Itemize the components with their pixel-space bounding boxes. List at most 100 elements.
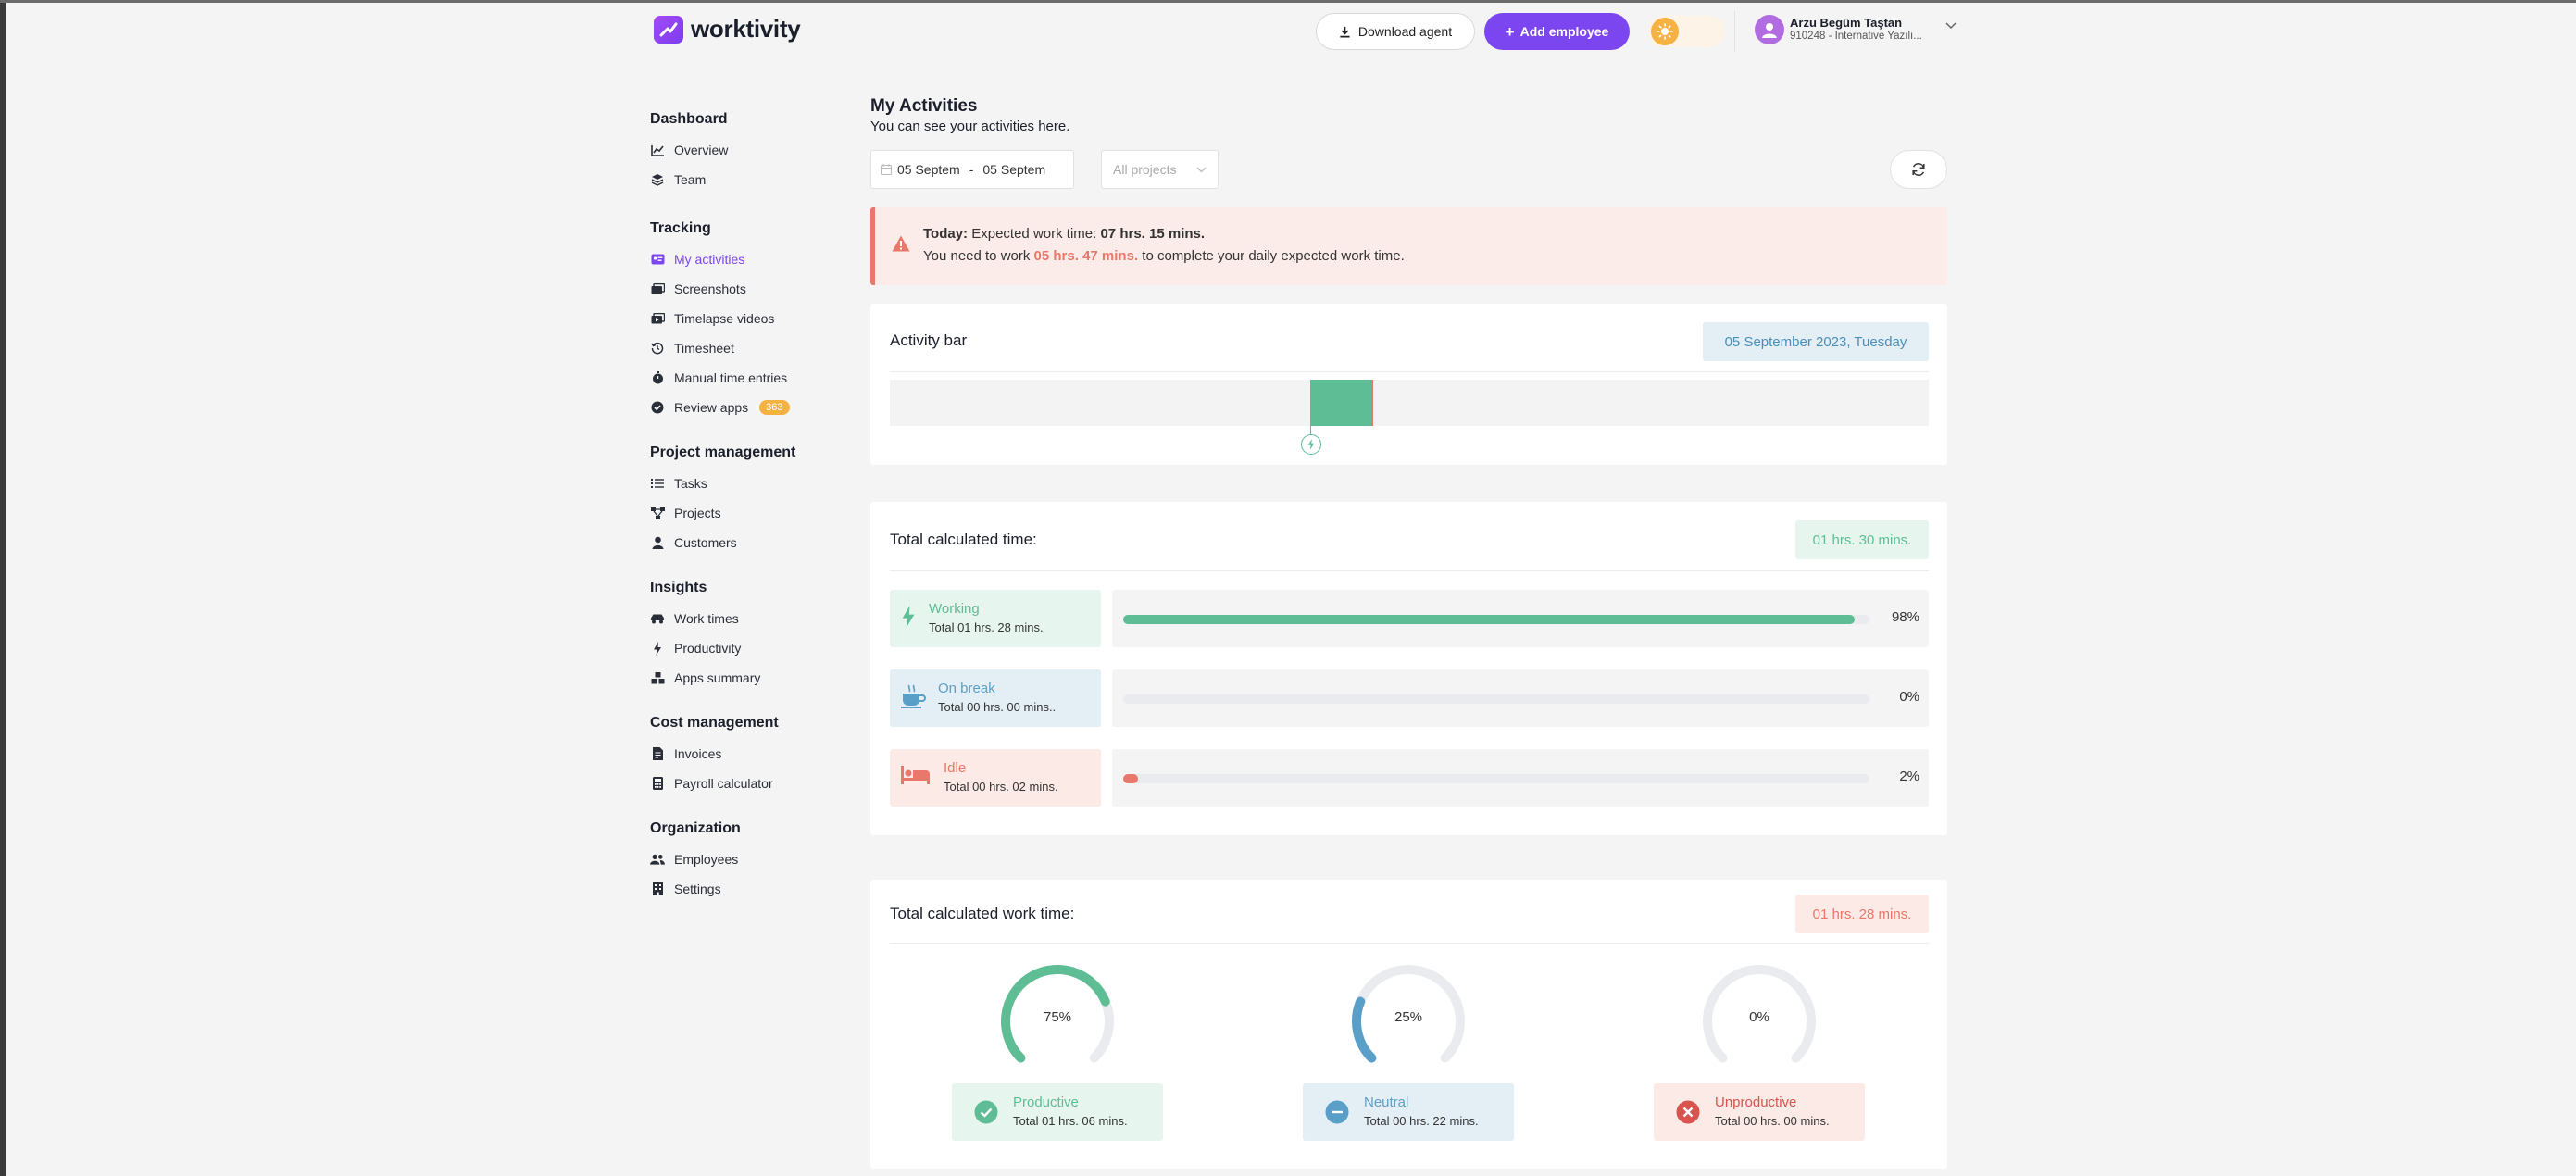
alert-remaining-value: 05 hrs. 47 mins. bbox=[1033, 248, 1139, 264]
unproductive-total: Total 00 hrs. 00 mins. bbox=[1715, 1114, 1830, 1128]
idle-progress-fill bbox=[1123, 774, 1139, 783]
history-icon bbox=[650, 342, 665, 355]
sidebar-item-timesheet[interactable]: Timesheet bbox=[650, 333, 844, 363]
sidebar: Dashboard Overview Team Tracking My acti… bbox=[650, 111, 844, 904]
list-icon bbox=[650, 478, 665, 489]
activity-bar-card: Activity bar 05 September 2023, Tuesday bbox=[870, 304, 1947, 465]
idle-total: Total 00 hrs. 02 mins. bbox=[944, 780, 1058, 794]
date-separator: - bbox=[969, 162, 974, 177]
sidebar-item-settings[interactable]: Settings bbox=[650, 874, 844, 904]
nav-section-title: Insights bbox=[650, 580, 707, 595]
sidebar-item-label: Employees bbox=[674, 852, 739, 867]
neutral-stat: Neutral Total 00 hrs. 22 mins. bbox=[1303, 1083, 1514, 1141]
file-invoice-icon bbox=[650, 747, 665, 760]
car-icon bbox=[650, 613, 665, 624]
sidebar-item-tasks[interactable]: Tasks bbox=[650, 469, 844, 498]
progress-track bbox=[1123, 774, 1869, 783]
window-edge bbox=[0, 0, 6, 1176]
nav-section: Dashboard Overview Team bbox=[650, 111, 844, 194]
gauge-ring bbox=[1703, 965, 1816, 1063]
neutral-percent: 25% bbox=[1394, 1009, 1423, 1025]
review-apps-badge: 363 bbox=[759, 400, 790, 415]
sidebar-item-label: Manual time entries bbox=[674, 370, 788, 385]
sitemap-icon bbox=[650, 507, 665, 519]
chart-line-icon bbox=[650, 144, 665, 156]
logo[interactable]: worktivity bbox=[654, 15, 801, 44]
coffee-icon bbox=[901, 684, 926, 708]
activity-date-badge: 05 September 2023, Tuesday bbox=[1703, 322, 1929, 361]
theme-toggle[interactable] bbox=[1647, 16, 1725, 47]
download-agent-button[interactable]: Download agent bbox=[1316, 13, 1475, 50]
work-time-title: Total calculated work time: bbox=[890, 905, 1075, 922]
sidebar-item-screenshots[interactable]: Screenshots bbox=[650, 274, 844, 304]
calculator-icon bbox=[650, 777, 665, 790]
on-break-total: Total 00 hrs. 00 mins.. bbox=[938, 700, 1057, 714]
neutral-total: Total 00 hrs. 22 mins. bbox=[1364, 1114, 1479, 1128]
unproductive-label: Unproductive bbox=[1715, 1095, 1797, 1110]
sidebar-item-invoices[interactable]: Invoices bbox=[650, 739, 844, 769]
add-employee-button[interactable]: + Add employee bbox=[1484, 13, 1630, 50]
logo-text: worktivity bbox=[691, 15, 801, 43]
sidebar-item-projects[interactable]: Projects bbox=[650, 498, 844, 528]
project-select[interactable]: All projects bbox=[1101, 150, 1219, 189]
gauge-ring bbox=[1001, 965, 1114, 1063]
sidebar-item-my-activities[interactable]: My activities bbox=[650, 244, 844, 274]
activity-timeline[interactable] bbox=[890, 380, 1929, 426]
add-employee-label: Add employee bbox=[1519, 24, 1609, 39]
sidebar-item-timelapse-videos[interactable]: Timelapse videos bbox=[650, 304, 844, 333]
sidebar-item-apps-summary[interactable]: Apps summary bbox=[650, 663, 844, 693]
plus-icon: + bbox=[1505, 22, 1515, 41]
sidebar-item-label: Projects bbox=[674, 506, 721, 520]
sidebar-item-label: Tasks bbox=[674, 476, 707, 491]
header-divider bbox=[1734, 11, 1735, 52]
cubes-icon bbox=[650, 671, 665, 684]
sidebar-item-label: Productivity bbox=[674, 641, 742, 656]
activity-segment-working[interactable] bbox=[1310, 380, 1373, 426]
gauge-fill bbox=[1001, 965, 1110, 1063]
card-divider bbox=[890, 570, 1929, 571]
stopwatch-icon bbox=[650, 371, 665, 384]
activity-marker[interactable] bbox=[1301, 434, 1321, 455]
calendar-icon bbox=[881, 164, 892, 175]
alert-today-label: Today: bbox=[923, 226, 969, 242]
bed-icon bbox=[901, 766, 930, 784]
bolt-icon bbox=[902, 606, 915, 628]
alert-expected-line: Today: Expected work time: 07 hrs. 15 mi… bbox=[923, 226, 1205, 242]
sidebar-item-label: Settings bbox=[674, 882, 721, 896]
sidebar-item-label: Screenshots bbox=[674, 281, 746, 296]
sidebar-item-manual-time-entries[interactable]: Manual time entries bbox=[650, 363, 844, 393]
sidebar-item-customers[interactable]: Customers bbox=[650, 528, 844, 557]
sidebar-item-work-times[interactable]: Work times bbox=[650, 604, 844, 633]
warning-icon bbox=[892, 235, 910, 252]
user-icon bbox=[1762, 23, 1777, 38]
sidebar-item-productivity[interactable]: Productivity bbox=[650, 633, 844, 663]
daily-work-time-alert: Today: Expected work time: 07 hrs. 15 mi… bbox=[870, 207, 1947, 285]
chevron-down-icon[interactable] bbox=[1945, 22, 1957, 30]
working-stat: Working Total 01 hrs. 28 mins. bbox=[890, 590, 1101, 647]
nav-section-title: Organization bbox=[650, 820, 741, 836]
date-range-picker[interactable]: 05 Septem - 05 Septem bbox=[870, 150, 1074, 189]
neutral-label: Neutral bbox=[1364, 1095, 1409, 1110]
sidebar-item-review-apps[interactable]: Review apps 363 bbox=[650, 393, 844, 422]
sidebar-item-payroll-calculator[interactable]: Payroll calculator bbox=[650, 769, 844, 798]
sidebar-item-label: Payroll calculator bbox=[674, 776, 773, 791]
idle-progress: 2% bbox=[1112, 749, 1929, 807]
page-title: My Activities bbox=[870, 96, 978, 116]
idle-percent: 2% bbox=[1899, 769, 1919, 784]
sidebar-item-overview[interactable]: Overview bbox=[650, 135, 844, 165]
unproductive-percent: 0% bbox=[1749, 1009, 1769, 1025]
sidebar-item-label: Invoices bbox=[674, 746, 722, 761]
unproductive-gauge: 0% bbox=[1699, 961, 1819, 1082]
sidebar-item-team[interactable]: Team bbox=[650, 165, 844, 194]
sidebar-item-employees[interactable]: Employees bbox=[650, 844, 844, 874]
user-name[interactable]: Arzu Begüm Taştan bbox=[1790, 16, 1903, 30]
nav-section-title: Cost management bbox=[650, 715, 779, 731]
productive-percent: 75% bbox=[1043, 1009, 1072, 1025]
on-break-progress: 0% bbox=[1112, 669, 1929, 727]
working-percent: 98% bbox=[1891, 609, 1919, 625]
progress-track bbox=[1123, 694, 1869, 704]
user-avatar[interactable] bbox=[1755, 15, 1784, 44]
refresh-button[interactable] bbox=[1890, 150, 1947, 189]
working-progress: 98% bbox=[1112, 590, 1929, 647]
download-icon bbox=[1340, 26, 1350, 37]
